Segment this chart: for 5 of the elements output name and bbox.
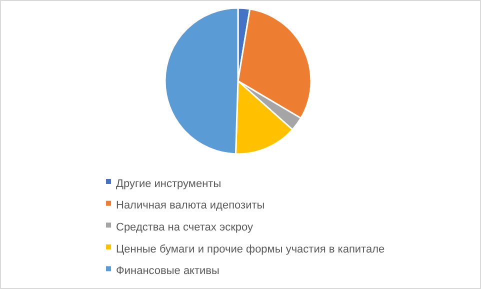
legend-label: Наличная валюта идепозиты xyxy=(116,200,265,212)
legend-label: Другие инструменты xyxy=(116,178,222,190)
legend-label: Финансовые активы xyxy=(116,265,220,278)
legend-label: Ценные бумаги и прочие формы участия в капитале xyxy=(116,243,385,256)
legend-label: Средства на счетах эскроу xyxy=(116,221,254,234)
